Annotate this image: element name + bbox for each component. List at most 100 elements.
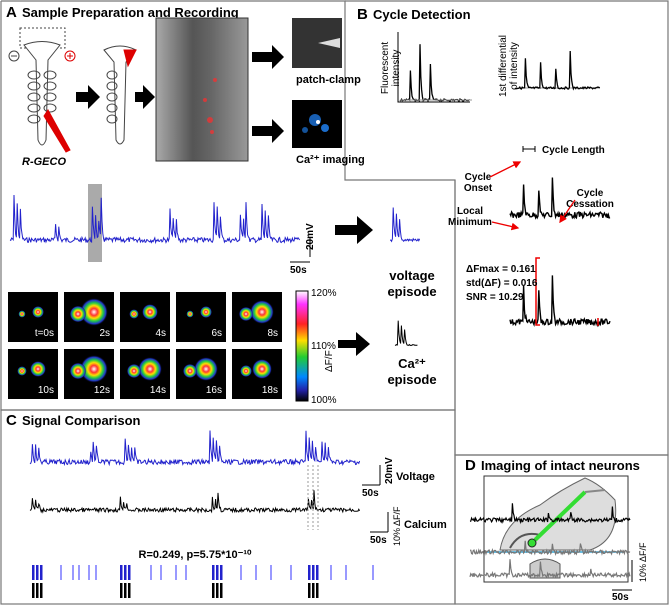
label: Cycle Cessation xyxy=(566,188,614,210)
raster-bar xyxy=(36,583,39,598)
image-frame xyxy=(8,292,58,342)
raster-bar xyxy=(316,583,319,598)
raster-bar xyxy=(32,565,35,580)
raster-bar xyxy=(60,565,62,580)
trace xyxy=(9,194,301,245)
heat-blob xyxy=(30,361,46,377)
scale-label: 50s xyxy=(370,535,387,546)
panel-title: Cycle Detection xyxy=(373,7,471,22)
stat: ΔFmax = 0.161 xyxy=(466,264,536,275)
larva-drawing xyxy=(8,27,137,153)
frame-label: t=0s xyxy=(35,328,54,339)
scale-label: 50s xyxy=(612,592,629,603)
raster-bar xyxy=(88,565,90,580)
raster-bar xyxy=(330,565,332,580)
heat-blob xyxy=(240,365,252,377)
guide-lines xyxy=(307,465,319,530)
raster-bar xyxy=(120,565,123,580)
heat-blob xyxy=(80,298,108,326)
scale-label: 50s xyxy=(362,488,379,499)
raster-bar xyxy=(240,565,242,580)
trace xyxy=(469,503,631,525)
stat: std(ΔF) = 0.016 xyxy=(466,278,538,289)
colorbar xyxy=(295,290,309,402)
raster-bar xyxy=(40,565,43,580)
axis-label: Fluorescentintensity xyxy=(380,42,402,94)
scale-bar xyxy=(612,560,633,591)
raster-bar xyxy=(124,565,127,580)
raster-bar xyxy=(72,565,74,580)
label: Cycle Length xyxy=(542,145,605,156)
raster-bar xyxy=(220,565,223,580)
stat: SNR = 10.29 xyxy=(466,292,524,303)
colorbar-label: ΔF/F xyxy=(324,350,335,372)
raster-bar xyxy=(270,565,272,580)
heat-blob xyxy=(182,363,198,379)
raster-bar xyxy=(32,583,35,598)
ca-image-signal xyxy=(302,114,329,133)
label: Local Minimum xyxy=(448,206,492,228)
colorbar-tick: 100% xyxy=(311,395,337,406)
image-frame xyxy=(176,292,226,342)
trace xyxy=(514,50,601,91)
red-arrows xyxy=(489,161,576,231)
panel-letter: D xyxy=(465,457,476,474)
raster-bar xyxy=(128,583,131,598)
frame-label: 6s xyxy=(211,328,222,339)
frame-label: 2s xyxy=(99,328,110,339)
panel-title: Signal Comparison xyxy=(22,413,141,428)
heat-blob xyxy=(126,363,142,379)
raster-bar xyxy=(40,583,43,598)
raster-bar xyxy=(78,565,80,580)
heat-blob xyxy=(238,306,254,322)
raster-bar xyxy=(216,583,219,598)
panel-letter: C xyxy=(6,412,17,429)
scale-label: 10% ΔF/F xyxy=(638,542,648,582)
heat-blob xyxy=(186,310,194,318)
heat-blob xyxy=(252,359,272,379)
label: Ca²⁺ imaging xyxy=(296,154,365,166)
trace xyxy=(399,44,470,103)
label: Calcium xyxy=(404,519,447,531)
label: Ca²⁺ episode xyxy=(387,356,436,387)
raster-bar xyxy=(308,583,311,598)
heat-blob xyxy=(18,310,26,318)
axis-label: 1st differentialof intensity xyxy=(498,35,520,97)
axes xyxy=(397,32,470,103)
heat-blob xyxy=(250,300,274,324)
raster-bar xyxy=(255,565,257,580)
heat-blob xyxy=(194,357,218,381)
raster-bar xyxy=(290,565,292,580)
trace xyxy=(470,540,631,556)
heat-blob xyxy=(80,355,108,383)
trace xyxy=(509,275,611,328)
trace xyxy=(29,490,361,514)
frame-label: 10s xyxy=(38,385,54,396)
frame-label: 16s xyxy=(206,385,222,396)
label: R-GECO xyxy=(22,156,66,168)
label: Cycle Onset xyxy=(464,172,493,194)
heat-blob xyxy=(142,304,158,320)
frame-label: 4s xyxy=(155,328,166,339)
label: patch-clamp xyxy=(296,74,361,86)
arrow xyxy=(338,332,370,356)
raster-bar xyxy=(345,565,347,580)
scale-label: 10% ΔF/F xyxy=(392,506,402,546)
heat-blob xyxy=(69,305,87,323)
intact-drawing xyxy=(483,475,629,583)
raster-bar xyxy=(212,565,215,580)
raster-bar xyxy=(128,565,131,580)
raster-bar xyxy=(316,565,319,580)
raster-bar xyxy=(150,565,152,580)
heat-blob xyxy=(200,306,212,318)
panel-letter: A xyxy=(6,4,17,21)
heat-blob xyxy=(32,306,44,318)
colorbar-tick: 120% xyxy=(311,288,337,299)
heat-blob xyxy=(17,366,27,376)
correlation: R=0.249, p=5.75*10⁻¹⁰ xyxy=(139,549,253,561)
photo-signal xyxy=(203,78,217,134)
trace xyxy=(394,320,418,347)
raster-bar xyxy=(36,565,39,580)
